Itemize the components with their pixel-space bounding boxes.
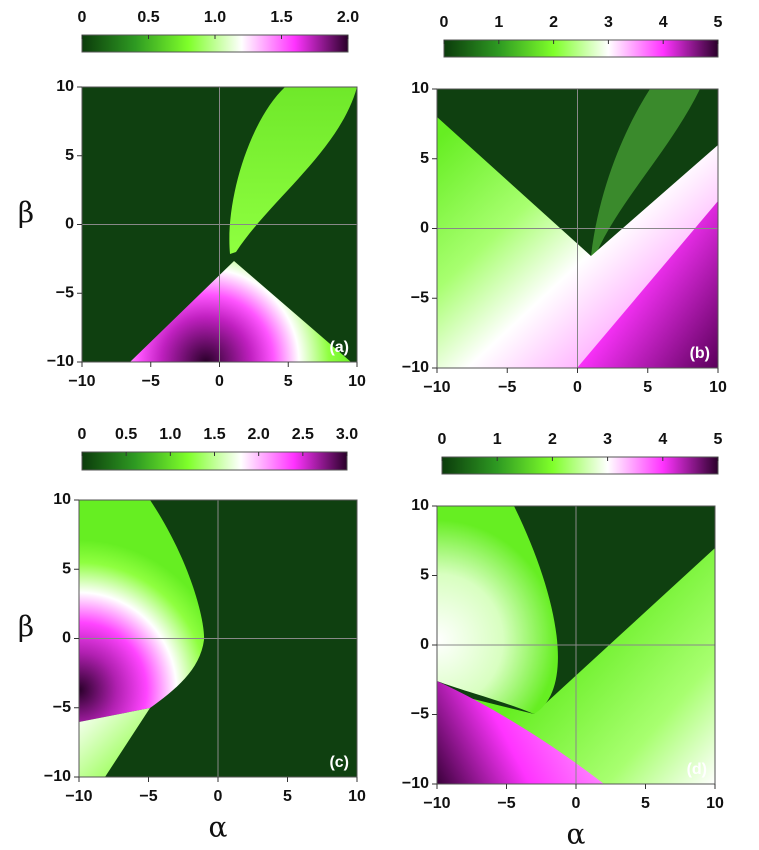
- colorbar-tick-label: 3: [603, 431, 612, 448]
- y-tick-label: −5: [56, 284, 74, 301]
- x-tick-label: 0: [214, 788, 223, 805]
- x-tick-label: 10: [348, 788, 366, 805]
- y-tick-label: −5: [411, 289, 429, 306]
- colorbar-tick-label: 1.5: [203, 426, 225, 443]
- colorbar-tick-label: 2: [548, 431, 557, 448]
- panel-label: (c): [329, 754, 349, 771]
- y-axis-label: β: [18, 610, 34, 643]
- colorbar-tick-label: 2.5: [292, 426, 314, 443]
- y-tick-label: 5: [420, 150, 429, 167]
- x-tick-label: 10: [348, 373, 366, 390]
- colorbar-tick-label: 2.0: [337, 9, 359, 26]
- colorbar-tick-label: 1: [494, 14, 503, 31]
- y-tick-label: −5: [53, 699, 71, 716]
- x-axis-label: α: [567, 818, 586, 850]
- colorbar-tick-label: 3.0: [336, 426, 358, 443]
- colorbar-tick-label: 0: [78, 9, 87, 26]
- colorbar-tick-label: 4: [658, 431, 667, 448]
- colorbar-tick-label: 5: [714, 431, 723, 448]
- colorbar-tick-label: 3: [604, 14, 613, 31]
- x-tick-label: 0: [572, 795, 581, 812]
- x-tick-label: 10: [709, 379, 727, 396]
- y-tick-label: −10: [44, 768, 71, 785]
- y-tick-label: 10: [56, 78, 74, 95]
- x-tick-label: −5: [498, 379, 516, 396]
- colorbar-tick-label: 0.5: [115, 426, 137, 443]
- panel-label: (b): [690, 345, 710, 362]
- panel-label: (d): [687, 761, 707, 778]
- x-tick-label: 5: [283, 788, 292, 805]
- colorbar-tick-label: 1.0: [159, 426, 181, 443]
- colorbar: [441, 456, 719, 475]
- colorbar-tick-label: 2: [549, 14, 558, 31]
- colorbar-tick-label: 0: [78, 426, 87, 443]
- x-axis-label: α: [209, 811, 228, 844]
- y-tick-label: 0: [65, 216, 74, 233]
- y-tick-label: −10: [47, 353, 74, 370]
- x-tick-label: −10: [423, 795, 450, 812]
- colorbar-tick-label: 0: [438, 431, 447, 448]
- x-tick-label: −5: [139, 788, 157, 805]
- colorbar-tick-label: 1.0: [204, 9, 226, 26]
- x-tick-label: 0: [215, 373, 224, 390]
- x-tick-label: −10: [65, 788, 92, 805]
- x-tick-label: 10: [706, 795, 724, 812]
- colorbar-tick-label: 2.0: [248, 426, 270, 443]
- y-tick-label: 0: [420, 220, 429, 237]
- x-tick-label: −10: [68, 373, 95, 390]
- x-tick-label: 0: [573, 379, 582, 396]
- x-tick-label: −5: [497, 795, 515, 812]
- colorbar-tick-label: 4: [659, 14, 668, 31]
- colorbar-tick-label: 5: [714, 14, 723, 31]
- x-tick-label: 5: [284, 373, 293, 390]
- x-tick-label: 5: [643, 379, 652, 396]
- colorbar-tick-label: 1: [493, 431, 502, 448]
- panel-label: (a): [329, 339, 349, 356]
- y-tick-label: −10: [402, 775, 429, 792]
- y-tick-label: 5: [420, 567, 429, 584]
- colorbar-tick-label: 0: [440, 14, 449, 31]
- y-tick-label: −10: [402, 359, 429, 376]
- y-axis-label: β: [18, 196, 34, 229]
- x-tick-label: −10: [423, 379, 450, 396]
- y-tick-label: −5: [411, 706, 429, 723]
- y-tick-label: 0: [420, 636, 429, 653]
- y-tick-label: 10: [53, 491, 71, 508]
- x-tick-label: −5: [142, 373, 160, 390]
- colorbar: [443, 39, 719, 58]
- y-tick-label: 5: [62, 560, 71, 577]
- y-tick-label: 10: [411, 80, 429, 97]
- colorbar-tick-label: 1.5: [270, 9, 292, 26]
- y-tick-label: 0: [62, 630, 71, 647]
- x-tick-label: 5: [641, 795, 650, 812]
- y-tick-label: 10: [411, 497, 429, 514]
- y-tick-label: 5: [65, 147, 74, 164]
- colorbar-tick-label: 0.5: [137, 9, 159, 26]
